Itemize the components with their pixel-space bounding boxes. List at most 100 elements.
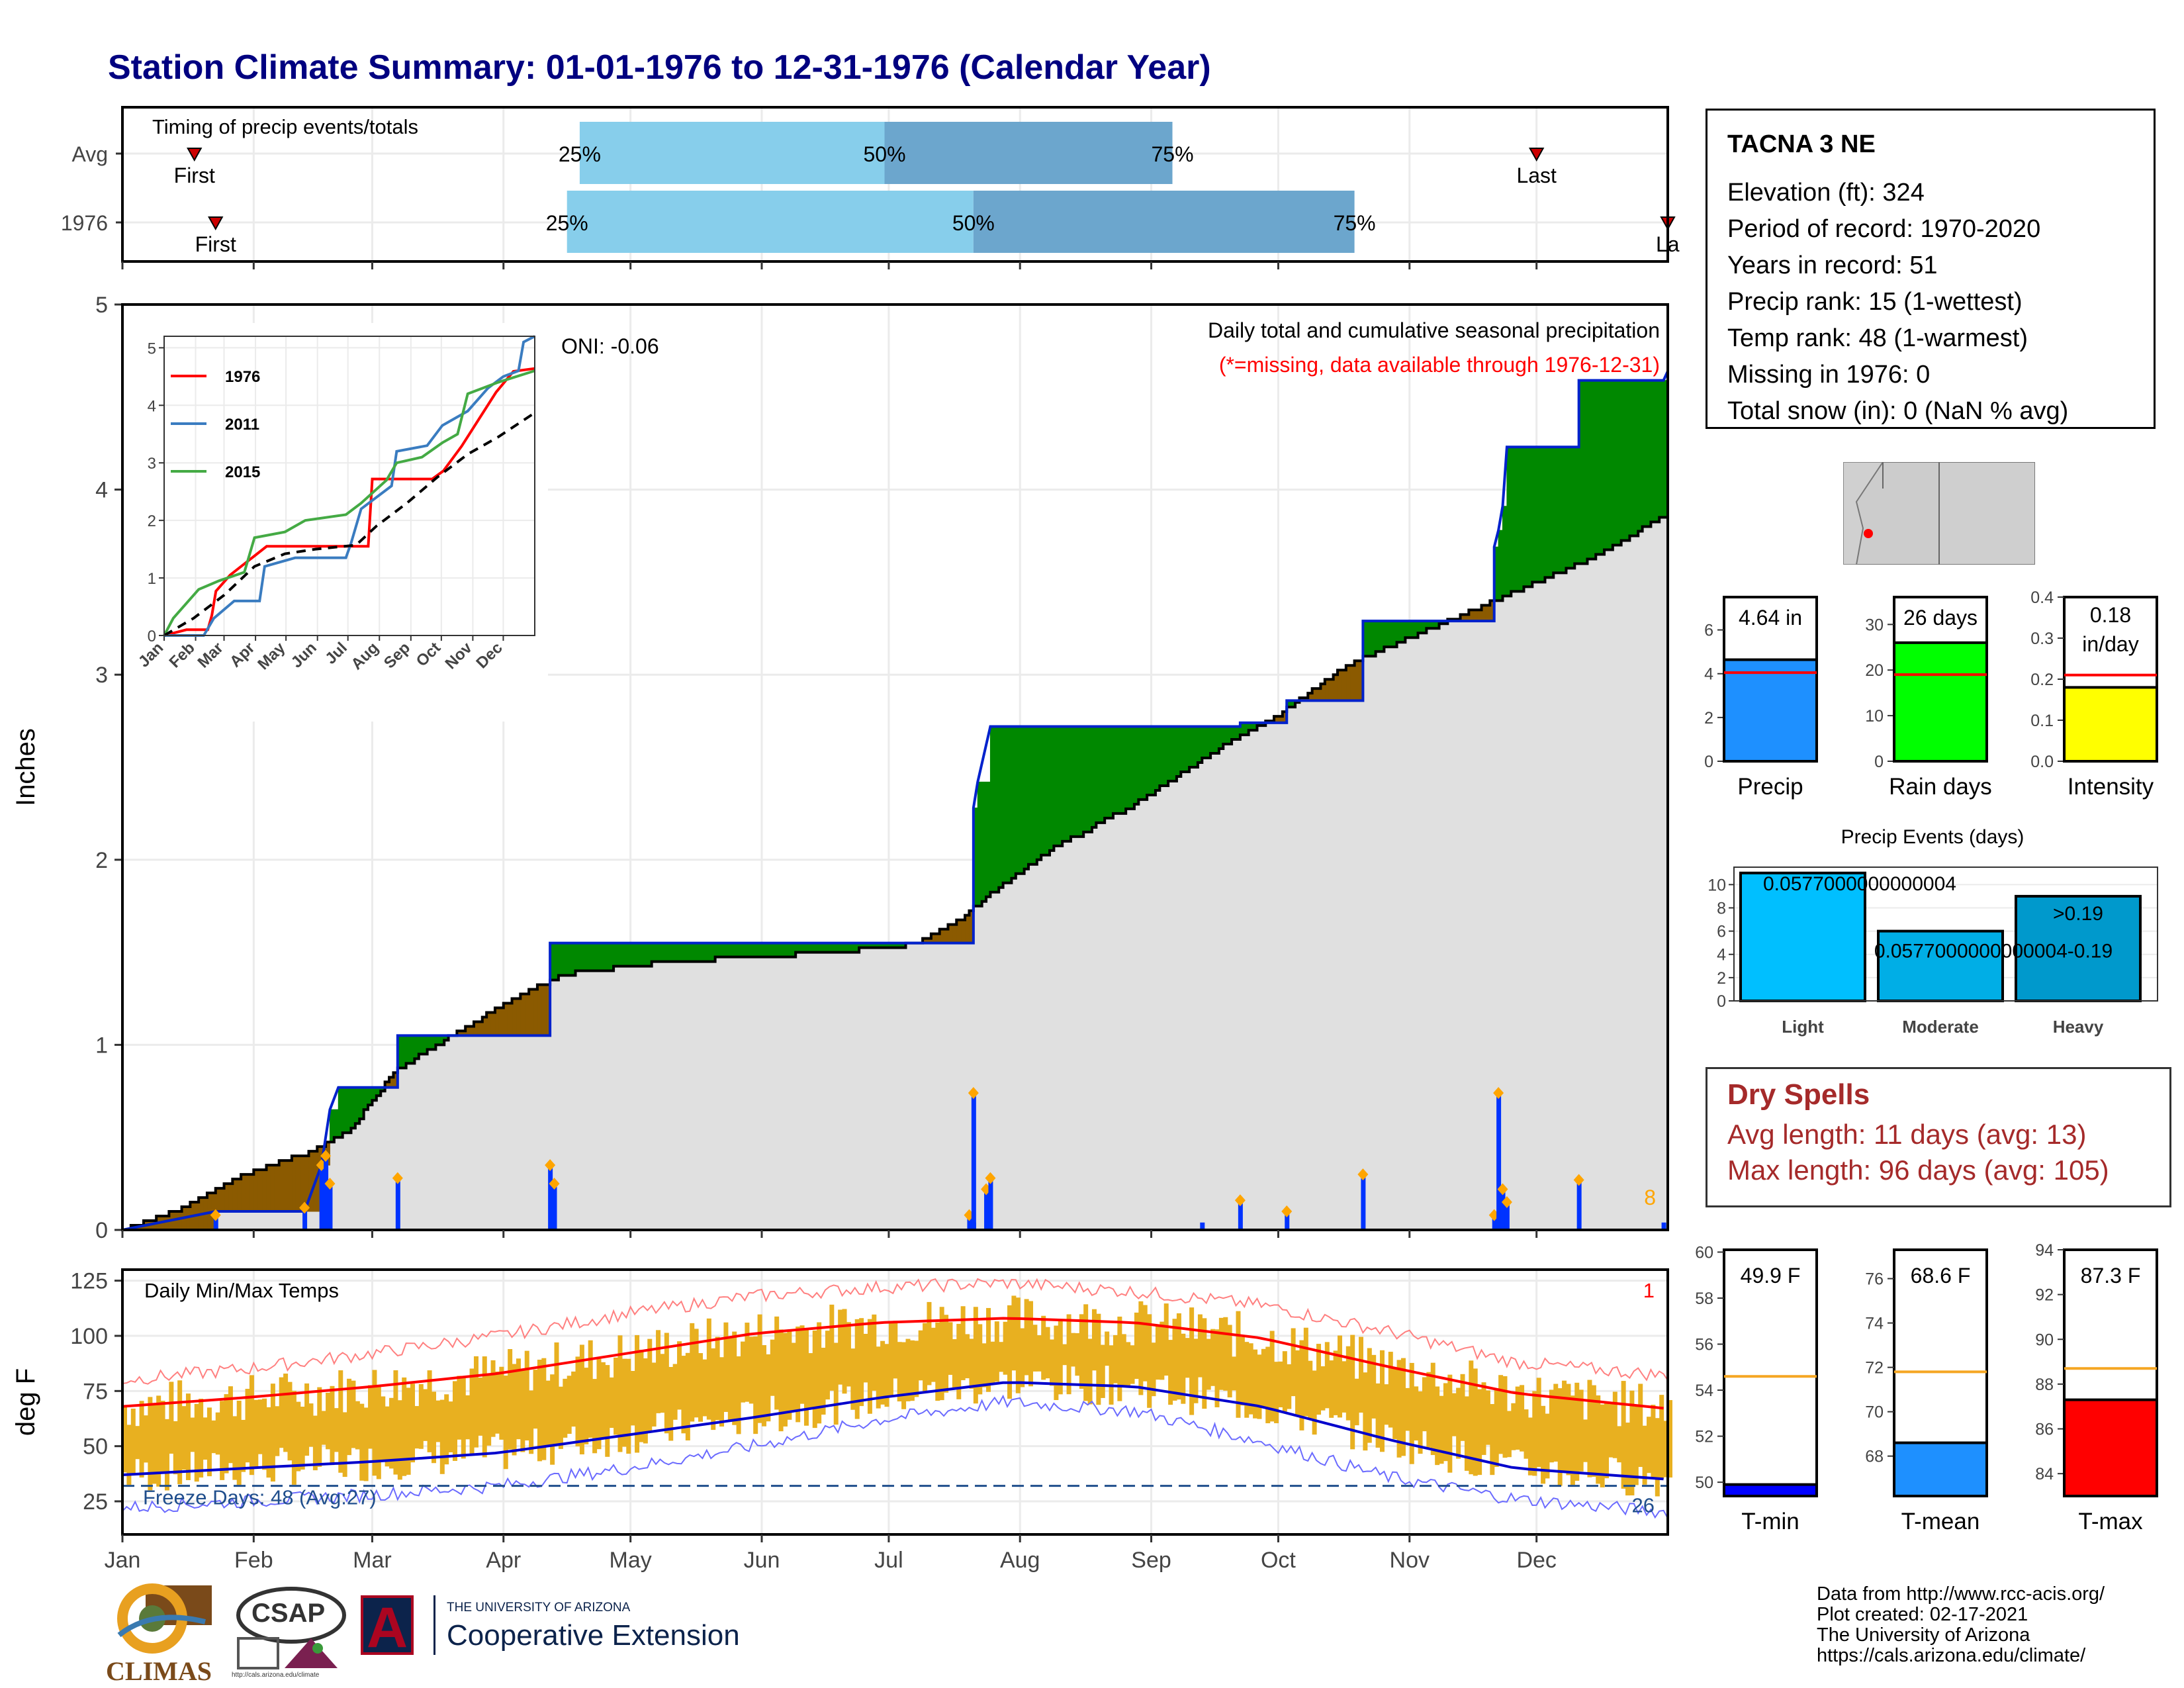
daily-temp-bar: [414, 1406, 420, 1449]
summary-value-label: 68.6 F: [1911, 1264, 1971, 1288]
daily-temp-bar: [842, 1309, 847, 1394]
daily-temp-bar: [1316, 1344, 1322, 1415]
daily-temp-bar: [829, 1304, 835, 1391]
credits: Data from http://www.rcc-acis.org/ Plot …: [1817, 1584, 2105, 1666]
daily-temp-bar: [160, 1401, 165, 1474]
daily-temp-bar: [1371, 1354, 1377, 1419]
daily-temp-bar: [1083, 1304, 1089, 1401]
x-tick-label: Jun: [744, 1548, 780, 1573]
daily-temp-bar: [287, 1382, 293, 1461]
daily-temp-bar: [199, 1398, 204, 1477]
daily-temp-bar: [1265, 1346, 1271, 1424]
daily-temp-bar: [486, 1374, 492, 1446]
daily-temp-bar: [1520, 1385, 1525, 1452]
daily-temp-bar: [838, 1309, 843, 1385]
daily-temp-bar: [1663, 1421, 1668, 1477]
daily-temp-bar: [389, 1397, 394, 1469]
y-tick-label: 0.4: [2030, 588, 2054, 607]
daily-temp-bar: [1617, 1426, 1622, 1463]
y-axis-label: Inches: [11, 728, 40, 806]
y-tick-label: 74: [1865, 1315, 1884, 1333]
daily-temp-bar: [326, 1392, 331, 1450]
daily-temp-bar: [363, 1407, 369, 1481]
arizona-shape: [1855, 462, 1940, 565]
daily-temp-bar: [1197, 1314, 1203, 1378]
daily-temp-bar: [770, 1339, 775, 1396]
record-high-count: 1: [1643, 1279, 1655, 1302]
y-tick-label: 70: [1865, 1403, 1884, 1422]
credit-line: https://cals.arizona.edu/climate/: [1817, 1645, 2086, 1666]
daily-temp-bar: [605, 1365, 610, 1457]
y-tick-label: 4: [1717, 946, 1726, 964]
daily-temp-bar: [1422, 1377, 1427, 1432]
summary-value-label: 87.3 F: [2081, 1264, 2141, 1288]
last-event-label: Last: [1516, 164, 1557, 187]
daily-temp-bar: [461, 1376, 466, 1459]
daily-temp-bar: [1625, 1423, 1631, 1496]
daily-temp-bar: [469, 1368, 475, 1455]
daily-temp-bar: [1587, 1380, 1592, 1477]
daily-temp-bar: [1028, 1301, 1034, 1387]
summary-value-bar: [2063, 686, 2158, 763]
daily-temp-bar: [808, 1353, 813, 1410]
daily-temp-bar: [1604, 1403, 1610, 1479]
daily-temp-bar: [660, 1354, 665, 1413]
daily-temp-bar: [939, 1307, 944, 1401]
daily-temp-bar: [1511, 1403, 1516, 1450]
daily-temp-bar: [1443, 1383, 1448, 1462]
precip-plot-border: [121, 303, 1669, 1231]
daily-temp-bar: [960, 1306, 966, 1380]
daily-temp-bar: [494, 1372, 500, 1434]
daily-temp-bar: [558, 1386, 563, 1449]
event-bar-label: 0.0577000000000004: [1763, 873, 1956, 895]
y-axis-label: deg F: [11, 1368, 40, 1436]
timing-plot-border: [121, 106, 1669, 263]
daily-temp-bar: [1481, 1382, 1486, 1455]
quartile-label: 50%: [952, 211, 995, 235]
daily-temp-bar: [727, 1336, 733, 1421]
y-tick-label: 2: [1717, 969, 1726, 988]
y-tick-label: 0.3: [2030, 630, 2054, 648]
daily-temp-bar: [1600, 1404, 1605, 1487]
daily-precip-bar: [1496, 1093, 1502, 1230]
daily-temp-bar: [351, 1380, 356, 1448]
daily-temp-bar: [635, 1335, 640, 1453]
daily-temp-bar: [206, 1407, 212, 1477]
daily-temp-bar: [863, 1333, 868, 1383]
daily-temp-bar: [643, 1358, 648, 1444]
daily-temp-bar: [190, 1417, 195, 1452]
average-max-line: [122, 1317, 1664, 1410]
daily-temp-bar: [1172, 1319, 1177, 1401]
y-tick-label: 125: [70, 1269, 108, 1294]
x-tick-label: Sep: [1131, 1548, 1171, 1573]
quartile-label: 75%: [1334, 211, 1376, 235]
daily-temp-bar: [296, 1401, 301, 1472]
daily-temp-bar: [376, 1386, 381, 1479]
x-tick-label: Mar: [353, 1548, 392, 1573]
daily-temp-bar: [355, 1401, 360, 1450]
daily-temp-bar: [766, 1354, 771, 1422]
csap-cloud-icon: [236, 1587, 346, 1669]
daily-temp-bar: [236, 1400, 242, 1485]
daily-temp-bar: [410, 1383, 416, 1463]
summary-value-bar: [1723, 658, 1818, 763]
inset-y-tick-label: 5: [148, 340, 156, 357]
daily-temp-bar: [1638, 1383, 1643, 1468]
inset-y-tick-label: 0: [148, 628, 156, 645]
event-marker: [320, 1150, 332, 1162]
daily-temp-bar: [600, 1362, 606, 1438]
daily-temp-bar: [1079, 1314, 1084, 1389]
y-tick-label: 84: [2035, 1465, 2054, 1483]
ua-block-a-icon: A: [361, 1595, 414, 1658]
daily-temp-bar: [1359, 1336, 1363, 1413]
daily-temp-bar: [1324, 1342, 1330, 1409]
daily-temp-bar: [1473, 1368, 1478, 1476]
daily-temp-bar: [1345, 1346, 1351, 1421]
event-category-label: Moderate: [1902, 1017, 1979, 1037]
y-tick-label: 0: [1717, 992, 1726, 1011]
daily-temp-bar: [1303, 1327, 1308, 1417]
daily-temp-bar: [592, 1379, 598, 1454]
daily-temp-bar: [1282, 1351, 1287, 1412]
daily-temp-bar: [1062, 1344, 1068, 1366]
